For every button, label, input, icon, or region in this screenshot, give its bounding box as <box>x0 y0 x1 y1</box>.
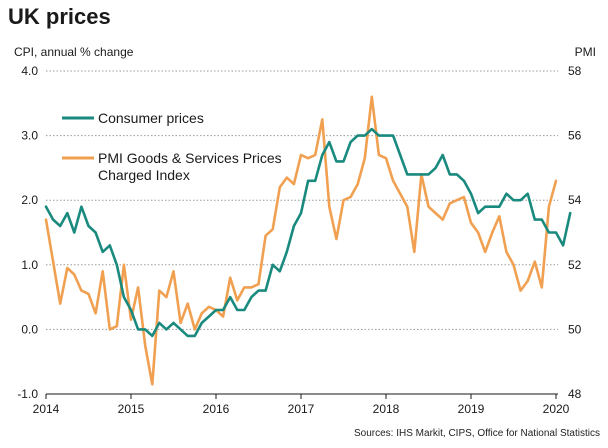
chart-title: UK prices <box>8 4 111 29</box>
right-tick-label: 58 <box>568 64 582 78</box>
left-tick-label: 0.0 <box>21 322 38 336</box>
right-axis-label: PMI <box>575 45 596 59</box>
legend-label-consumer-prices: Consumer prices <box>98 110 204 126</box>
source-note: Sources: IHS Markit, CIPS, Office for Na… <box>353 428 600 439</box>
right-tick-label: 54 <box>568 193 582 207</box>
right-tick-label: 56 <box>568 129 582 143</box>
x-tick-label: 2017 <box>288 402 315 416</box>
series-lines <box>44 95 572 386</box>
x-tick-label: 2019 <box>458 402 485 416</box>
left-tick-label: 4.0 <box>21 64 38 78</box>
legend-label-pmi: PMI Goods & Services Prices Charged Index <box>98 150 282 183</box>
x-tick-label: 2020 <box>543 402 570 416</box>
left-tick-label: 2.0 <box>21 193 38 207</box>
grid <box>46 70 558 330</box>
x-tick-label: 2014 <box>33 402 60 416</box>
legend: Consumer prices PMI Goods & Services Pri… <box>62 110 282 183</box>
left-tick-label: 3.0 <box>21 129 38 143</box>
x-tick-label: 2016 <box>203 402 230 416</box>
left-tick-label: -1.0 <box>17 387 38 401</box>
series-line-0 <box>44 127 572 338</box>
x-tick-label: 2018 <box>373 402 400 416</box>
x-tick-label: 2015 <box>118 402 145 416</box>
right-tick-label: 48 <box>568 387 582 401</box>
right-tick-label: 50 <box>568 322 582 336</box>
series-line-1 <box>44 95 558 386</box>
axes: -1.0 0.0 1.0 2.0 3.0 4.0 48 50 52 54 56 58 2014 2015 2… <box>17 64 581 416</box>
left-axis-label: CPI, annual % change <box>14 45 134 59</box>
right-tick-label: 52 <box>568 258 582 272</box>
left-tick-label: 1.0 <box>21 258 38 272</box>
